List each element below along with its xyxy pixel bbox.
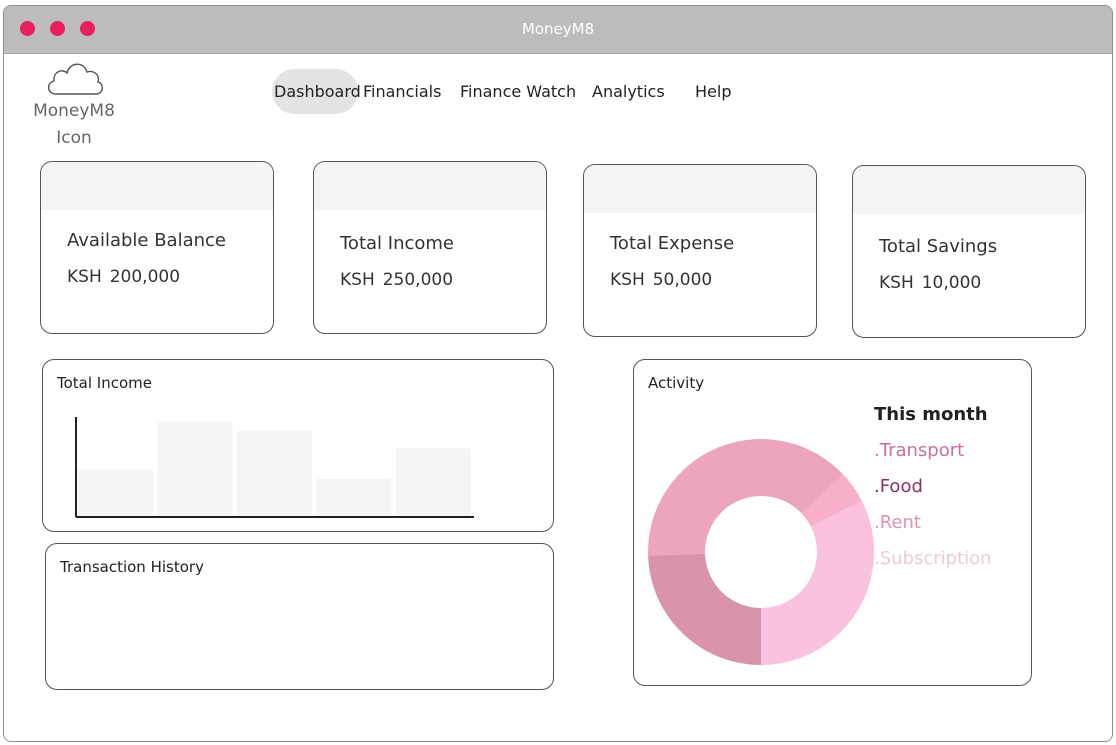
activity-panel[interactable]: Activity This month .Transport .Food .Re… [633,359,1032,686]
income-bar[interactable] [78,469,153,517]
nav-analytics[interactable]: Analytics [592,82,665,101]
cloud-icon [47,63,103,95]
card-currency: KSH [610,270,645,290]
card-header-strip [584,165,816,213]
panel-title: Transaction History [60,558,204,576]
income-chart-panel[interactable]: Total Income [42,359,554,532]
legend-title: This month [874,404,988,425]
title-bar: MoneyM8 [4,6,1112,54]
card-label: Total Savings [879,236,998,257]
available-balance-card[interactable]: Available Balance KSH 200,000 [40,161,274,334]
card-header-strip [41,162,273,210]
nav-finance-watch[interactable]: Finance Watch [460,82,577,101]
nav-dashboard[interactable]: Dashboard [272,69,361,114]
card-header-strip [853,166,1085,214]
card-amount: 200,000 [109,267,181,287]
income-bar[interactable] [396,448,471,517]
total-savings-card[interactable]: Total Savings KSH 10,000 [852,165,1086,338]
logo-caption: Icon [56,128,92,148]
card-amount: 50,000 [652,270,713,290]
card-value: KSH 250,000 [340,270,453,290]
donut-slice[interactable] [648,439,844,556]
legend-item-food[interactable]: .Food [874,476,923,497]
total-expense-card[interactable]: Total Expense KSH 50,000 [583,164,817,337]
donut-slice[interactable] [801,474,862,527]
card-value: KSH 10,000 [879,273,981,293]
donut-slice[interactable] [810,500,874,552]
app-window: MoneyM8 MoneyM8 Icon Dashboard Financial… [3,5,1113,742]
legend-item-rent[interactable]: .Rent [874,512,921,533]
card-header-strip [314,162,546,210]
card-value: KSH 200,000 [67,267,180,287]
close-dot[interactable] [20,21,35,36]
card-label: Total Expense [610,233,735,254]
logo[interactable]: MoneyM8 Icon [24,58,124,152]
card-currency: KSH [67,267,102,287]
transaction-history-panel[interactable]: Transaction History [45,543,554,690]
legend-item-subscription[interactable]: .Subscription [874,548,992,569]
nav-help[interactable]: Help [695,82,732,101]
income-bar[interactable] [237,431,312,517]
logo-name: MoneyM8 [33,101,115,121]
card-amount: 250,000 [382,270,454,290]
minimize-dot[interactable] [50,21,65,36]
window-title: MoneyM8 [521,20,595,38]
card-currency: KSH [340,270,375,290]
legend-item-transport[interactable]: .Transport [874,440,965,461]
total-income-card[interactable]: Total Income KSH 250,000 [313,161,547,334]
nav-financials[interactable]: Financials [363,82,442,101]
panel-title: Total Income [57,374,152,392]
income-bar[interactable] [157,421,233,517]
donut-slice[interactable] [648,553,761,665]
card-amount: 10,000 [921,273,982,293]
card-label: Available Balance [67,230,226,251]
activity-donut-chart [648,439,874,665]
donut-slice[interactable] [761,552,874,665]
panel-title: Activity [648,374,705,392]
income-bar-chart [75,417,474,518]
maximize-dot[interactable] [80,21,95,36]
card-label: Total Income [340,233,454,254]
card-currency: KSH [879,273,914,293]
income-bar[interactable] [316,478,392,517]
card-value: KSH 50,000 [610,270,712,290]
